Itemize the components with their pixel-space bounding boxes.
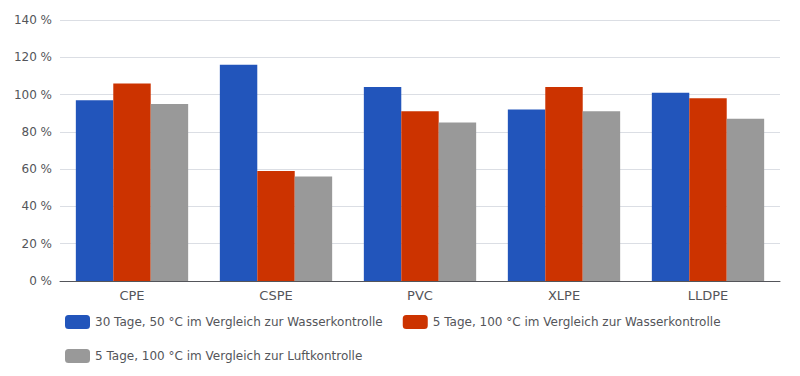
svg-text:120 %: 120 % xyxy=(14,50,52,64)
svg-text:100 %: 100 % xyxy=(14,88,52,102)
svg-text:60 %: 60 % xyxy=(22,162,53,176)
svg-text:80 %: 80 % xyxy=(22,125,53,139)
svg-text:LLDPE: LLDPE xyxy=(688,288,729,303)
svg-text:5 Tage, 100 °C im Vergleich zu: 5 Tage, 100 °C im Vergleich zur Wasserko… xyxy=(433,315,721,329)
svg-text:30 Tage, 50 °C im Vergleich zu: 30 Tage, 50 °C im Vergleich zur Wasserko… xyxy=(95,315,383,329)
svg-text:40 %: 40 % xyxy=(22,199,53,213)
svg-text:140 %: 140 % xyxy=(14,13,52,27)
svg-text:CPE: CPE xyxy=(119,288,144,303)
svg-text:0 %: 0 % xyxy=(29,274,52,288)
svg-text:5 Tage, 100 °C im Vergleich zu: 5 Tage, 100 °C im Vergleich zur Luftkont… xyxy=(95,349,362,363)
svg-text:CSPE: CSPE xyxy=(259,288,292,303)
svg-text:PVC: PVC xyxy=(407,288,433,303)
svg-text:XLPE: XLPE xyxy=(548,288,580,303)
svg-text:20 %: 20 % xyxy=(22,237,53,251)
